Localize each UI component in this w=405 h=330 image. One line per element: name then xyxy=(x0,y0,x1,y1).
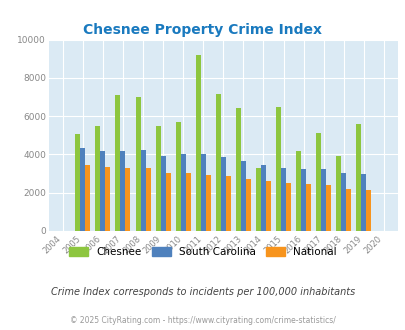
Bar xyxy=(165,173,170,231)
Bar xyxy=(160,156,165,231)
Bar xyxy=(220,157,225,231)
Bar xyxy=(140,150,145,231)
Bar xyxy=(260,165,265,231)
Bar xyxy=(280,168,285,231)
Text: Chesnee Property Crime Index: Chesnee Property Crime Index xyxy=(83,23,322,37)
Bar xyxy=(195,55,200,231)
Bar xyxy=(185,173,190,231)
Bar xyxy=(325,185,330,231)
Bar xyxy=(205,175,210,231)
Bar xyxy=(335,156,340,231)
Bar xyxy=(200,154,205,231)
Text: Crime Index corresponds to incidents per 100,000 inhabitants: Crime Index corresponds to incidents per… xyxy=(51,287,354,297)
Bar xyxy=(340,173,345,231)
Legend: Chesnee, South Carolina, National: Chesnee, South Carolina, National xyxy=(66,244,339,260)
Bar xyxy=(301,169,305,231)
Bar xyxy=(320,169,325,231)
Bar xyxy=(365,190,371,231)
Bar xyxy=(255,168,260,231)
Bar xyxy=(85,165,90,231)
Bar xyxy=(175,122,180,231)
Bar xyxy=(315,133,320,231)
Bar xyxy=(215,94,220,231)
Bar xyxy=(80,148,85,231)
Bar xyxy=(275,107,280,231)
Bar xyxy=(75,134,80,231)
Bar xyxy=(105,167,110,231)
Bar xyxy=(245,179,250,231)
Bar xyxy=(240,161,245,231)
Text: © 2025 CityRating.com - https://www.cityrating.com/crime-statistics/: © 2025 CityRating.com - https://www.city… xyxy=(70,316,335,325)
Bar xyxy=(120,150,125,231)
Bar xyxy=(265,181,270,231)
Bar xyxy=(180,154,185,231)
Bar xyxy=(95,126,100,231)
Bar xyxy=(145,168,150,231)
Bar xyxy=(100,150,105,231)
Bar xyxy=(135,97,140,231)
Bar xyxy=(295,150,301,231)
Bar xyxy=(345,189,350,231)
Bar xyxy=(360,174,365,231)
Bar xyxy=(115,95,120,231)
Bar xyxy=(235,108,240,231)
Bar xyxy=(225,177,230,231)
Bar xyxy=(125,168,130,231)
Bar xyxy=(305,184,310,231)
Bar xyxy=(355,124,360,231)
Bar xyxy=(155,126,160,231)
Bar xyxy=(285,183,290,231)
